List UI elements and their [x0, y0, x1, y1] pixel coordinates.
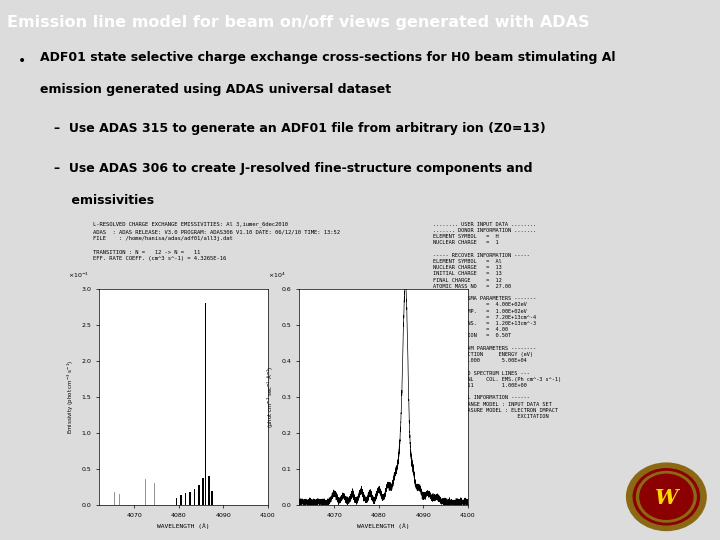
- Text: $\times10^{-1}$: $\times10^{-1}$: [68, 271, 89, 280]
- Text: L-RESOLVED CHARGE EXCHANGE EMISSIVITIES: Al 3,iumer_6dec2010
ADAS  : ADAS RELEAS: L-RESOLVED CHARGE EXCHANGE EMISSIVITIES:…: [93, 222, 340, 261]
- Bar: [212, 490, 213, 505]
- Text: emissivities: emissivities: [54, 194, 154, 207]
- Bar: [189, 492, 191, 505]
- Text: $\times10^{4}$: $\times10^{4}$: [269, 271, 286, 280]
- Text: Emission line model for beam on/off views generated with ADAS: Emission line model for beam on/off view…: [7, 15, 590, 30]
- Bar: [198, 485, 199, 505]
- Text: W: W: [654, 488, 678, 508]
- Bar: [180, 495, 181, 505]
- X-axis label: WAVELENGTH (Å): WAVELENGTH (Å): [157, 523, 210, 529]
- Text: –  Use ADAS 306 to create J-resolved fine-structure components and: – Use ADAS 306 to create J-resolved fine…: [54, 161, 533, 174]
- Circle shape: [636, 471, 696, 522]
- Text: emission generated using ADAS universal dataset: emission generated using ADAS universal …: [40, 83, 391, 96]
- Circle shape: [634, 469, 700, 525]
- Bar: [176, 498, 177, 505]
- Bar: [208, 476, 210, 505]
- Text: –  Use ADAS 315 to generate an ADF01 file from arbitrary ion (Z0=13): – Use ADAS 315 to generate an ADF01 file…: [54, 123, 546, 136]
- Y-axis label: (phot cm$^{-3}$ sec$^{-1}$ Å$^{-1}$): (phot cm$^{-3}$ sec$^{-1}$ Å$^{-1}$): [266, 366, 276, 428]
- Bar: [202, 477, 204, 505]
- Bar: [185, 494, 186, 505]
- Circle shape: [640, 474, 693, 519]
- Circle shape: [626, 463, 706, 530]
- Y-axis label: Emissivity (phot cm$^{-3}$ s$^{-1}$): Emissivity (phot cm$^{-3}$ s$^{-1}$): [66, 360, 76, 434]
- Text: ADF01 state selective charge exchange cross-sections for H0 beam stimulating Al: ADF01 state selective charge exchange cr…: [40, 51, 615, 64]
- Text: ........ USER INPUT DATA ........
....... DONOR INFORMATION .......
ELEMENT SYMB: ........ USER INPUT DATA ........ ......…: [433, 222, 562, 419]
- Text: •: •: [18, 55, 26, 69]
- Bar: [194, 489, 195, 505]
- X-axis label: WAVELENGTH (Å): WAVELENGTH (Å): [357, 523, 410, 529]
- Bar: [204, 303, 207, 505]
